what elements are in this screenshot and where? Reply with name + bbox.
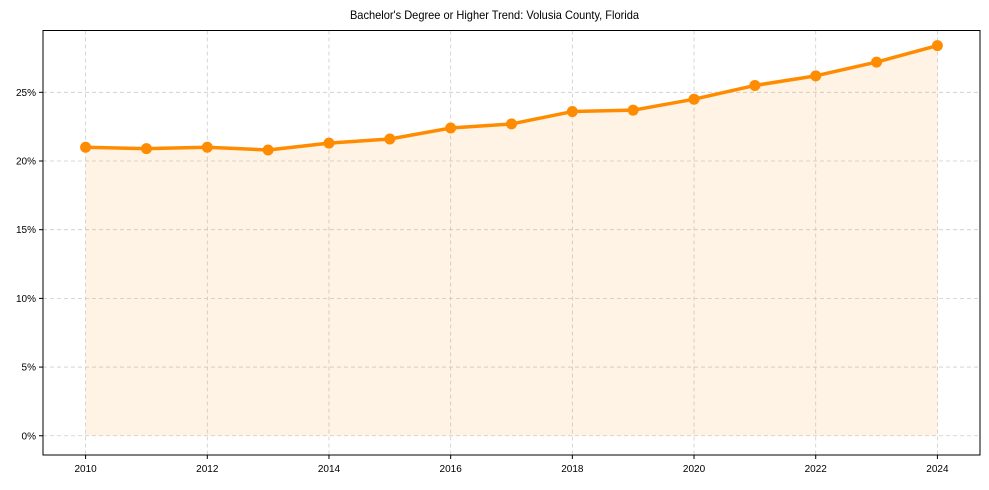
grid-lines — [43, 30, 980, 455]
data-point-marker — [445, 122, 457, 134]
data-point-marker — [506, 118, 517, 130]
x-tick-label: 2012 — [196, 464, 219, 475]
area-fill — [85, 45, 938, 436]
x-tick-label: 2010 — [74, 464, 97, 475]
data-point-marker — [201, 141, 213, 153]
x-tick-label: 2020 — [683, 464, 706, 475]
x-tick-label: 2014 — [318, 464, 341, 475]
x-tick-label: 2024 — [926, 464, 949, 475]
data-point-marker — [323, 137, 335, 149]
y-tick-label: 10% — [16, 294, 36, 305]
data-point-marker — [627, 104, 639, 116]
data-point-marker — [140, 143, 152, 155]
axes-frame — [42, 30, 981, 456]
x-tick-label: 2016 — [440, 464, 463, 475]
data-point-marker — [566, 106, 578, 118]
y-tick-label: 0% — [22, 431, 37, 442]
data-point-marker — [688, 93, 700, 105]
data-point-marker — [931, 40, 943, 52]
data-point-marker — [871, 56, 883, 68]
data-point-marker — [262, 144, 274, 156]
y-tick-label: 20% — [16, 157, 36, 168]
y-axis: 0% 5% 10% 15% 20% 25% — [16, 88, 43, 442]
chart-title: Bachelor's Degree or Higher Trend: Volus… — [349, 8, 640, 22]
x-axis: 2010 2012 2014 2016 2018 2020 2022 2024 — [74, 455, 949, 475]
y-tick-label: 25% — [16, 88, 36, 99]
data-point-marker — [384, 133, 396, 145]
x-tick-label: 2022 — [805, 464, 828, 475]
y-tick-label: 5% — [22, 363, 37, 374]
x-tick-label: 2018 — [561, 464, 584, 475]
data-point-marker — [80, 141, 92, 153]
data-markers — [80, 40, 943, 156]
y-tick-label: 15% — [16, 225, 36, 236]
data-point-marker — [749, 79, 761, 91]
data-point-marker — [810, 70, 822, 82]
